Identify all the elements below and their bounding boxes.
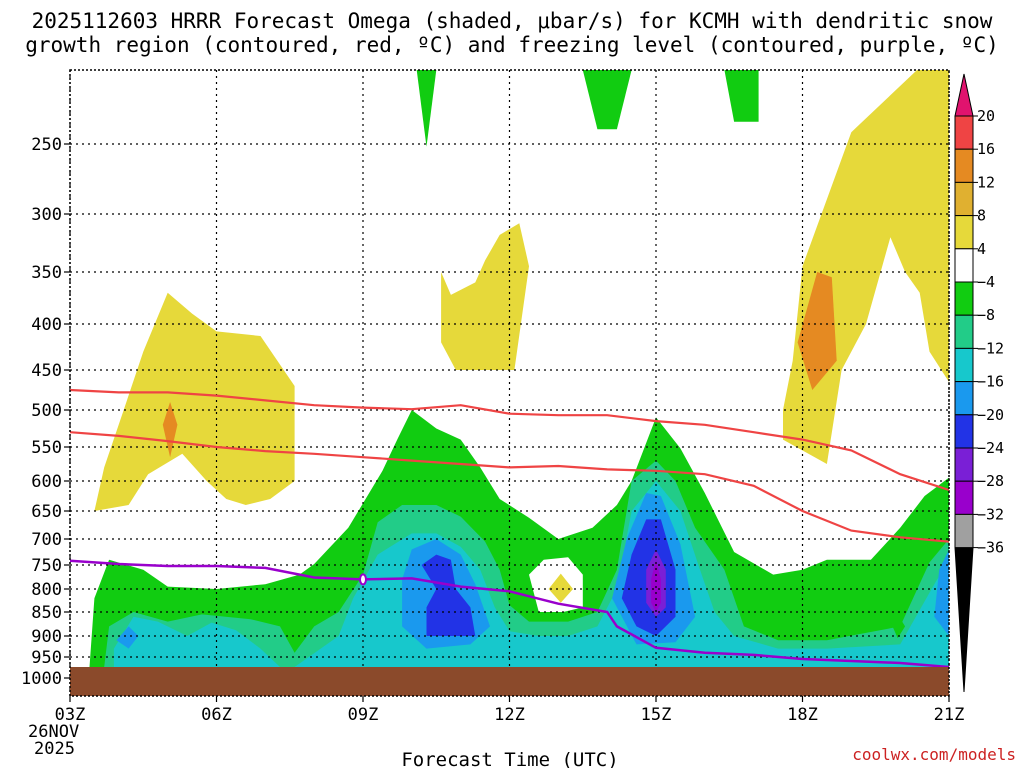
y-axis: 250 300 350 400 450 500 550 600 650 700 750 800 850 9… [21, 135, 70, 689]
omega-region-yellow [441, 223, 529, 370]
y-tick-800: 800 [31, 580, 62, 600]
colorbar-label--16: −16 [977, 373, 1004, 391]
colorbar-max-arrow [954, 73, 974, 117]
x-axis-label: Forecast Time (UTC) [401, 749, 618, 768]
dgz-contour-lower [70, 431, 949, 543]
dgz-contour-upper [70, 388, 949, 492]
colorbar-label-4: 4 [977, 240, 986, 258]
colorbar-label-12: 12 [977, 173, 995, 191]
colorbar-segment-4-to--4 [954, 248, 974, 283]
omega-region-teal [113, 616, 281, 667]
colorbar-segment--8-to--12 [954, 314, 974, 349]
y-tick-850: 850 [31, 603, 62, 623]
y-tick-250: 250 [31, 135, 62, 155]
pressure-gridlines [69, 70, 950, 696]
omega-region-orange [162, 402, 178, 458]
chart-title-line1: 2025112603 HRRR Forecast Omega (shaded, … [32, 9, 993, 33]
y-tick-750: 750 [31, 556, 62, 576]
contour-label-marker [359, 573, 367, 586]
colorbar-segment-20-to-16 [954, 115, 974, 150]
colorbar-segment-12-to-8 [954, 181, 974, 217]
x-tick-15Z: 15Z [641, 705, 672, 725]
colorbar-segment--16-to--20 [954, 381, 974, 416]
colorbar-segment--28-to--32 [954, 480, 974, 515]
temperature-contours [70, 388, 949, 669]
omega-region-teal-green [104, 460, 949, 667]
x-tick-21Z: 21Z [934, 705, 965, 725]
colorbar: 20 16 12 8 4 −4 −8 −12 −16 −20 −24 −28 −32 −36 [954, 73, 1004, 693]
omega-region-orange [797, 272, 837, 390]
colorbar-label--8: −8 [977, 306, 995, 324]
omega-region-light-blue [934, 549, 949, 636]
colorbar-label--28: −28 [977, 472, 1004, 490]
y-tick-650: 650 [31, 502, 62, 522]
omega-region-green [582, 70, 632, 130]
omega-region-yellow [783, 70, 949, 464]
colorbar-label-20: 20 [977, 107, 995, 125]
credit-link[interactable]: coolwx.com/models [852, 745, 1016, 764]
colorbar-label--12: −12 [977, 339, 1004, 357]
y-tick-1000: 1000 [21, 669, 62, 689]
date-label-day: 26NOV [28, 722, 79, 742]
omega-shading [89, 70, 949, 667]
colorbar-label--24: −24 [977, 439, 1004, 457]
x-tick-09Z: 09Z [348, 705, 379, 725]
y-tick-350: 350 [31, 263, 62, 283]
y-tick-700: 700 [31, 530, 62, 550]
omega-region-green [416, 70, 437, 147]
freezing-level-contour [70, 559, 949, 669]
y-tick-900: 900 [31, 627, 62, 647]
y-tick-450: 450 [31, 361, 62, 381]
colorbar-segment-16-to-12 [954, 148, 974, 183]
colorbar-label--4: −4 [977, 273, 995, 291]
colorbar-segment--24-to--28 [954, 447, 974, 482]
colorbar-label--36: −36 [977, 539, 1004, 557]
y-tick-550: 550 [31, 438, 62, 458]
omega-region-blue [421, 554, 476, 636]
colorbar-label-8: 8 [977, 207, 986, 225]
colorbar-segment--20-to--24 [954, 414, 974, 449]
y-tick-300: 300 [31, 205, 62, 225]
colorbar-segment--32-to--36 [954, 513, 974, 549]
y-tick-500: 500 [31, 401, 62, 421]
x-tick-06Z: 06Z [201, 705, 232, 725]
y-tick-950: 950 [31, 648, 62, 668]
colorbar-label-16: 16 [977, 140, 995, 158]
colorbar-min-arrow [954, 547, 974, 693]
x-axis: 03Z 06Z 09Z 12Z 15Z 18Z 21Z [55, 696, 965, 725]
colorbar-label--20: −20 [977, 406, 1004, 424]
x-tick-03Z: 03Z [55, 705, 86, 725]
y-tick-400: 400 [31, 315, 62, 335]
ground-surface [70, 667, 949, 696]
omega-region-yellow [94, 292, 295, 511]
y-tick-600: 600 [31, 472, 62, 492]
x-tick-12Z: 12Z [494, 705, 525, 725]
omega-region-light-blue [116, 626, 139, 649]
colorbar-segment-8-to-4 [954, 215, 974, 250]
omega-region-purple [651, 559, 661, 612]
omega-region-yellow [548, 573, 573, 603]
x-tick-18Z: 18Z [787, 705, 818, 725]
omega-region-green [890, 614, 906, 639]
colorbar-label--32: −32 [977, 505, 1004, 523]
date-label-year: 2025 [34, 739, 75, 759]
colorbar-segment--12-to--16 [954, 347, 974, 383]
omega-region-green [724, 70, 759, 122]
chart-title-line2: growth region (contoured, red, ºC) and f… [25, 33, 999, 57]
colorbar-segment--4-to--8 [954, 281, 974, 316]
